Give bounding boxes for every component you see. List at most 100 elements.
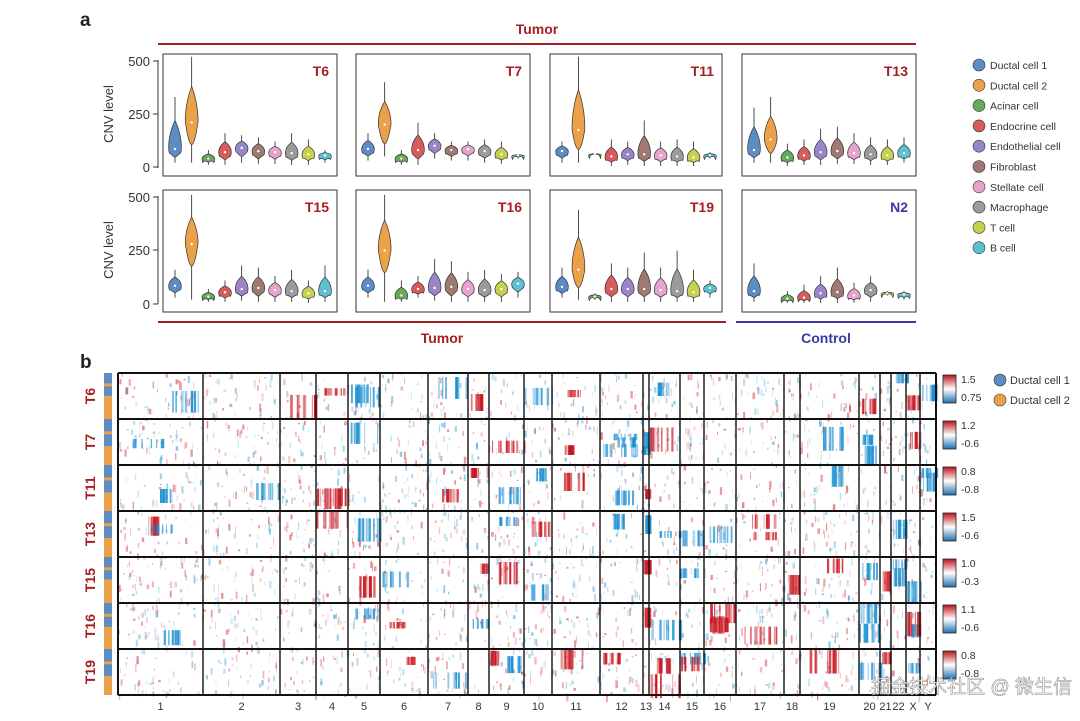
heatmap-cnv-line [886, 652, 888, 665]
heatmap-cnv-line [839, 465, 842, 487]
heatmap-cnv-line [623, 444, 627, 457]
heatmap-speckle [383, 570, 387, 574]
heatmap-speckle [334, 448, 336, 456]
heatmap-speckle [154, 430, 156, 438]
heatmap-speckle [790, 635, 793, 644]
heatmap-speckle [743, 521, 746, 524]
heatmap-speckle [454, 526, 456, 530]
heatmap-speckle [258, 434, 260, 436]
heatmap-speckle [917, 657, 920, 660]
heatmap-cnv-line [498, 562, 501, 585]
heatmap-speckle [525, 401, 528, 404]
panel-frame [741, 189, 917, 313]
heatmap-cnv-line [750, 626, 752, 645]
heatmap-speckle [477, 604, 479, 613]
heatmap-cnv-line [364, 384, 365, 404]
heatmap-cnv-line [768, 514, 770, 529]
heatmap-speckle [265, 523, 266, 527]
violin-median [692, 291, 695, 294]
violin-stellate-cell [847, 141, 861, 160]
heatmap-speckle [732, 683, 735, 689]
violin-macrophage [670, 146, 684, 163]
heatmap-speckle [120, 598, 122, 601]
heatmap-speckle [460, 635, 462, 642]
heatmap-speckle [251, 491, 254, 500]
heatmap-speckle [860, 388, 862, 392]
heatmap-speckle [892, 605, 895, 614]
heatmap-speckle [754, 408, 756, 415]
heatmap-speckle [154, 627, 157, 636]
heatmap-cnv-line [901, 568, 905, 587]
heatmap-speckle [576, 662, 578, 665]
heatmap-speckle [827, 611, 830, 616]
heatmap-speckle [287, 631, 290, 635]
violin-median [257, 149, 260, 153]
heatmap-speckle [512, 548, 515, 555]
heatmap-speckle [411, 408, 413, 410]
heatmap-speckle [270, 374, 273, 381]
heatmap-cnv-line [358, 384, 360, 404]
heatmap-speckle [592, 551, 595, 557]
heatmap-cnv-line [364, 422, 366, 444]
heatmap-speckle [218, 559, 222, 565]
heatmap-speckle [865, 411, 867, 416]
heatmap-speckle [440, 402, 443, 405]
heatmap-speckle [790, 521, 793, 525]
heatmap-speckle [860, 467, 863, 474]
heatmap-speckle [629, 608, 631, 617]
heatmap-speckle [883, 408, 886, 412]
heatmap-cnv-line [685, 530, 688, 547]
heatmap-speckle [514, 558, 517, 562]
heatmap-cnv-line [151, 524, 154, 534]
heatmap-speckle [920, 477, 923, 483]
heatmap-speckle [839, 513, 841, 518]
heatmap-speckle [530, 563, 531, 566]
heatmap-speckle [766, 568, 769, 572]
heatmap-speckle [385, 540, 386, 547]
heatmap-speckle [866, 509, 869, 515]
heatmap-speckle [168, 689, 171, 692]
heatmap-speckle [250, 572, 252, 577]
heatmap-speckle [151, 677, 154, 685]
heatmap-speckle [411, 688, 413, 692]
heatmap-speckle [593, 458, 595, 461]
heatmap-speckle [591, 449, 593, 454]
heatmap-speckle [838, 575, 840, 578]
violin-median [610, 155, 613, 158]
heatmap-speckle [517, 518, 520, 526]
heatmap-speckle [716, 577, 718, 580]
legend-item: Fibroblast [972, 160, 1036, 174]
heatmap-speckle [928, 676, 931, 684]
heatmap-cnv-line [370, 576, 372, 598]
violin-median [483, 149, 486, 153]
heatmap-speckle [804, 468, 807, 470]
heatmap-speckle [309, 608, 312, 615]
heatmap-speckle [501, 389, 502, 393]
heatmap-speckle [591, 645, 595, 648]
heatmap-speckle [473, 498, 477, 501]
heatmap-speckle [586, 618, 588, 621]
heatmap-speckle [121, 373, 123, 377]
heatmap-speckle [626, 420, 630, 427]
violin-fibroblast [444, 272, 458, 297]
heatmap-speckle [124, 673, 126, 677]
heatmap-cnv-patch [499, 517, 519, 526]
heatmap-speckle [285, 567, 287, 570]
heatmap-cnv-line [730, 526, 733, 543]
heatmap-cnv-line [611, 652, 614, 665]
heatmap-speckle [383, 544, 385, 547]
heatmap-cnv-line [765, 532, 768, 541]
violin-panel-T6: T6 [162, 53, 338, 177]
heatmap-speckle [741, 671, 743, 677]
heatmap-speckle [908, 682, 910, 687]
heatmap-speckle [624, 478, 627, 483]
heatmap-speckle [432, 503, 434, 509]
heatmap-cnv-line [912, 663, 915, 674]
heatmap-cnv-patch [382, 571, 410, 588]
heatmap-speckle [136, 656, 139, 664]
heatmap-speckle [616, 549, 618, 555]
heatmap-sample-label: T16 [82, 614, 98, 638]
heatmap-speckle [855, 544, 857, 546]
heatmap-speckle [827, 417, 830, 423]
heatmap-speckle [771, 613, 773, 617]
